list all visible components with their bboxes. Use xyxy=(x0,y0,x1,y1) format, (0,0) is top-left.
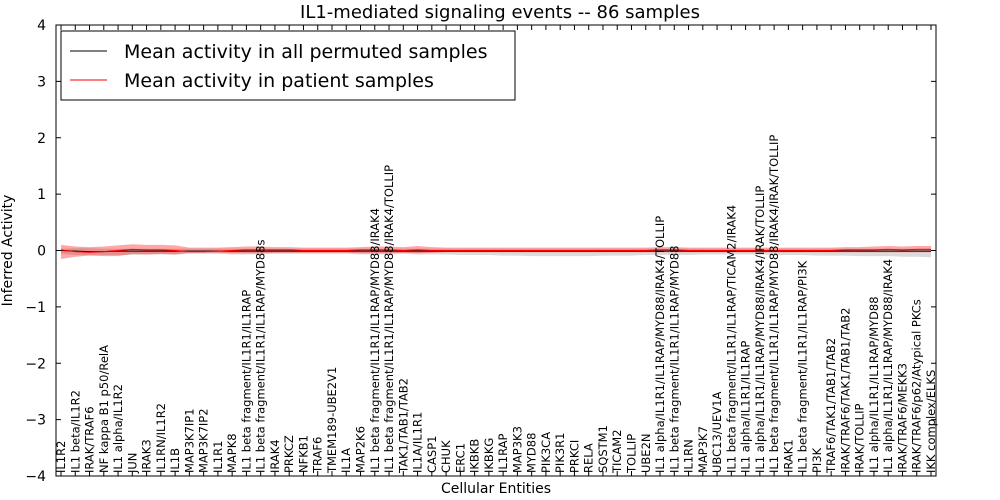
x-category-label: IKK complex/ELKS xyxy=(924,370,938,473)
x-category-label: NFKB1 xyxy=(296,435,310,473)
x-category-label: IL1 alpha/IL1R1/IL1RAP/MYD88/IRAK4/TOLLI… xyxy=(653,216,667,473)
x-category-label: IL1A xyxy=(339,448,353,473)
x-category-label: IRAK/TOLLIP xyxy=(853,404,867,473)
chart-title: IL1-mediated signaling events -- 86 samp… xyxy=(300,2,700,23)
x-category-label: IRAK1 xyxy=(781,439,795,473)
x-category-label: IL1B xyxy=(168,448,182,473)
x-category-label: IL1 alpha/IL1R1/IL1RAP xyxy=(739,341,753,473)
x-category-label: TRAF6 xyxy=(311,437,325,474)
x-category-label: TMEM189-UBE2V1 xyxy=(325,367,339,474)
x-category-label: IL1 beta fragment/IL1R1/IL1RAP/TICAM2/IR… xyxy=(724,205,738,473)
x-category-label: MAP2K6 xyxy=(354,426,368,473)
x-category-label: IL1 beta fragment/IL1R1/IL1RAP/MYD88 xyxy=(667,246,681,473)
legend-label: Mean activity in all permuted samples xyxy=(124,41,487,63)
x-category-label: TICAM2 xyxy=(610,429,624,474)
x-category-label: IL1 beta fragment/IL1R1/IL1RAP xyxy=(239,290,253,473)
y-axis: 4 3 2 1 0 −1 −2 −3 −4 xyxy=(25,18,936,485)
x-category-label: CHUK xyxy=(439,440,453,473)
x-category-label: IRAK/TRAF6/p62/Atypical PKCs xyxy=(910,299,924,473)
x-category-label: IRAK/TRAF6 xyxy=(83,406,97,473)
x-category-label: TOLLIP xyxy=(624,434,638,474)
x-category-label: IL1 beta fragment/IL1R1/IL1RAP/MYD88/IRA… xyxy=(368,208,382,473)
legend-label: Mean activity in patient samples xyxy=(124,70,434,92)
x-axis-category-labels: IL1R2 IL1 beta/IL1R2 IRAK/TRAF6 NF kappa B1… xyxy=(54,25,938,476)
x-category-label: UBC13/UEV1A xyxy=(710,391,724,473)
x-category-label: IL1 beta/IL1R2 xyxy=(68,390,82,473)
y-tick-label: 3 xyxy=(37,74,46,90)
x-category-label: IL1RN xyxy=(682,439,696,473)
x-category-label: CASP1 xyxy=(425,436,439,473)
y-tick-label: 2 xyxy=(37,131,46,147)
x-category-label: RELA xyxy=(582,443,596,473)
x-category-label: IL1 alpha/IL1R1/IL1RAP/MYD88 xyxy=(867,296,881,473)
x-category-label: PRKCZ xyxy=(282,435,296,473)
band-patient xyxy=(61,244,931,259)
y-tick-label: −4 xyxy=(25,469,46,485)
x-category-label: MYD88 xyxy=(525,433,539,473)
y-tick-label: −1 xyxy=(25,300,46,316)
x-axis-title: Cellular Entities xyxy=(441,481,551,497)
x-category-label: IL1 beta fragment/IL1R1/IL1RAP/MYD88s xyxy=(254,240,268,473)
x-category-label: TRAF6/TAK1/TAB1/TAB2 xyxy=(824,338,838,474)
x-category-label: MAPK8 xyxy=(225,433,239,473)
legend: Mean activity in all permuted samples Mea… xyxy=(60,30,516,101)
x-category-label: IL1RAP xyxy=(496,433,510,473)
x-category-label: IRAK3 xyxy=(140,439,154,473)
x-category-label: IKBKB xyxy=(468,439,482,473)
y-tick-label: 4 xyxy=(37,18,46,34)
x-category-label: IL1 alpha/IL1R1/IL1RAP/MYD88/IRAK4 xyxy=(881,259,895,473)
y-tick-label: 1 xyxy=(37,187,46,203)
x-category-label: IRAK4 xyxy=(268,439,282,473)
y-tick-label: −2 xyxy=(25,356,46,372)
series-line-patient xyxy=(60,248,931,253)
x-category-label: IL1 alpha/IL1R1/IL1RAP/MYD88/IRAK4/IRAK/… xyxy=(753,186,767,473)
x-category-label: IL1RN/IL1R2 xyxy=(154,403,168,473)
x-category-label: JUN xyxy=(125,453,139,474)
x-category-label: MAP3K7IP1 xyxy=(182,408,196,473)
y-tick-label: 0 xyxy=(37,244,46,260)
x-category-label: MAP3K7 xyxy=(696,426,710,473)
x-category-label: IL1 beta fragment/IL1R1/IL1RAP/MYD88/IRA… xyxy=(382,165,396,473)
x-category-label: MAP3K3 xyxy=(510,426,524,473)
x-category-label: TAK1/TAB1/TAB2 xyxy=(396,378,410,474)
x-category-label: PIK3R1 xyxy=(553,433,567,474)
x-category-label: PI3K xyxy=(810,447,824,473)
plot-area xyxy=(60,244,931,259)
y-axis-title: Inferred Activity xyxy=(0,195,16,307)
x-category-label: IRAK/TRAF6/TAK1/TAB1/TAB2 xyxy=(838,308,852,473)
x-category-label: IL1 alpha/IL1R2 xyxy=(111,384,125,473)
x-category-label: UBE2N xyxy=(639,434,653,474)
y-tick-label: −3 xyxy=(25,413,46,429)
x-category-label: IRAK/TRAF6/MEKK3 xyxy=(895,363,909,473)
x-category-label: PIK3CA xyxy=(539,432,553,473)
x-category-label: PRKCI xyxy=(567,440,581,473)
x-category-label: IL1R1 xyxy=(211,441,225,473)
x-category-label: IKBKG xyxy=(482,438,496,473)
x-category-label: IL1 beta fragment/IL1R1/IL1RAP/MYD88/IRA… xyxy=(767,135,781,473)
x-category-label: IL1 beta fragment/IL1R1/IL1RAP/PI3K xyxy=(796,260,810,473)
plot-frame xyxy=(55,24,937,477)
legend-box xyxy=(60,30,516,101)
x-category-label: MAP3K7IP2 xyxy=(197,408,211,473)
x-category-label: SQSTM1 xyxy=(596,425,610,473)
x-category-label: IL1R2 xyxy=(54,441,68,473)
x-category-label: NF kappa B1 p50/RelA xyxy=(97,345,111,473)
x-category-label: ERC1 xyxy=(453,443,467,473)
x-category-label: IL1A/IL1R1 xyxy=(411,412,425,473)
